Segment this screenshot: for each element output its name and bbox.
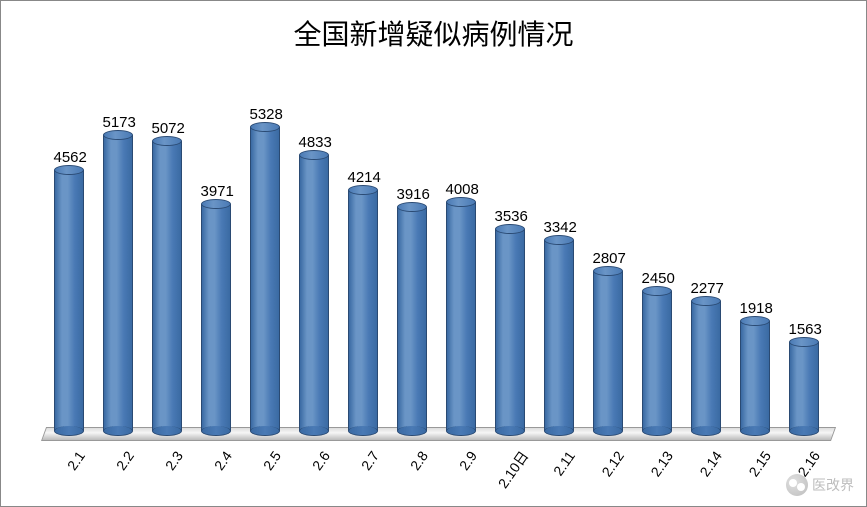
bar: 2807 — [593, 250, 623, 431]
bar-cylinder — [544, 240, 574, 431]
bar-cylinder — [642, 291, 672, 431]
bar: 3536 — [495, 208, 525, 431]
chart-container: 全国新增疑似病例情况 4562 5173 5072 3971 5328 4833 4214 3… — [0, 0, 867, 507]
x-axis-label: 2.15 — [738, 448, 774, 490]
bar-cylinder — [250, 127, 280, 431]
bar: 5173 — [103, 114, 133, 431]
x-axis-label: 2.9 — [444, 448, 480, 490]
bar-cylinder — [152, 141, 182, 431]
bar-value-label: 4008 — [446, 181, 476, 198]
bar-cylinder — [593, 271, 623, 431]
x-axis-label: 2.5 — [248, 448, 284, 490]
x-axis-label: 2.12 — [591, 448, 627, 490]
bar-cylinder — [446, 202, 476, 431]
x-axis-label: 2.2 — [101, 448, 137, 490]
x-axis-label: 2.7 — [346, 448, 382, 490]
bar: 4008 — [446, 181, 476, 431]
x-axis-label: 2.6 — [297, 448, 333, 490]
plot-area: 4562 5173 5072 3971 5328 4833 4214 3916 4008 3536… — [41, 71, 831, 431]
bar-cylinder — [397, 207, 427, 431]
x-axis-label: 2.10日 — [493, 448, 532, 492]
x-axis-label: 2.11 — [542, 448, 578, 490]
bar-value-label: 5173 — [103, 114, 133, 131]
bar: 2450 — [642, 270, 672, 431]
bar-cylinder — [691, 301, 721, 431]
bar-value-label: 5072 — [152, 120, 182, 137]
bar-value-label: 3536 — [495, 208, 525, 225]
bar: 4833 — [299, 134, 329, 431]
bar-value-label: 2277 — [691, 280, 721, 297]
bar-value-label: 5328 — [250, 106, 280, 123]
x-axis-label: 2.8 — [395, 448, 431, 490]
bar-value-label: 3342 — [544, 219, 574, 236]
x-axis-label: 2.4 — [199, 448, 235, 490]
bar-value-label: 3971 — [201, 183, 231, 200]
bar-cylinder — [201, 204, 231, 431]
bar-value-label: 4214 — [348, 169, 378, 186]
bar-cylinder — [103, 135, 133, 431]
bar: 3916 — [397, 186, 427, 431]
x-axis-label: 2.14 — [689, 448, 725, 490]
bar-cylinder — [495, 229, 525, 431]
bar: 2277 — [691, 280, 721, 431]
bar-cylinder — [348, 190, 378, 431]
x-axis-label: 2.3 — [150, 448, 186, 490]
bar: 3342 — [544, 219, 574, 431]
bar: 4214 — [348, 169, 378, 431]
x-axis-label: 2.1 — [52, 448, 88, 490]
bar-value-label: 3916 — [397, 186, 427, 203]
bar: 1918 — [740, 300, 770, 431]
bar-value-label: 2807 — [593, 250, 623, 267]
bar: 5072 — [152, 120, 182, 431]
bar: 1563 — [789, 321, 819, 431]
watermark-text: 医改界 — [812, 475, 854, 495]
bar-cylinder — [740, 321, 770, 431]
chart-title: 全国新增疑似病例情况 — [1, 1, 866, 53]
bar-cylinder — [54, 170, 84, 431]
bar-value-label: 1918 — [740, 300, 770, 317]
bar-cylinder — [789, 342, 819, 431]
bar-value-label: 1563 — [789, 321, 819, 338]
bar-value-label: 4833 — [299, 134, 329, 151]
bar: 3971 — [201, 183, 231, 431]
bar-cylinder — [299, 155, 329, 431]
bar-value-label: 2450 — [642, 270, 672, 287]
bar: 4562 — [54, 149, 84, 431]
x-axis-label: 2.13 — [640, 448, 676, 490]
bar: 5328 — [250, 106, 280, 431]
bar-value-label: 4562 — [54, 149, 84, 166]
